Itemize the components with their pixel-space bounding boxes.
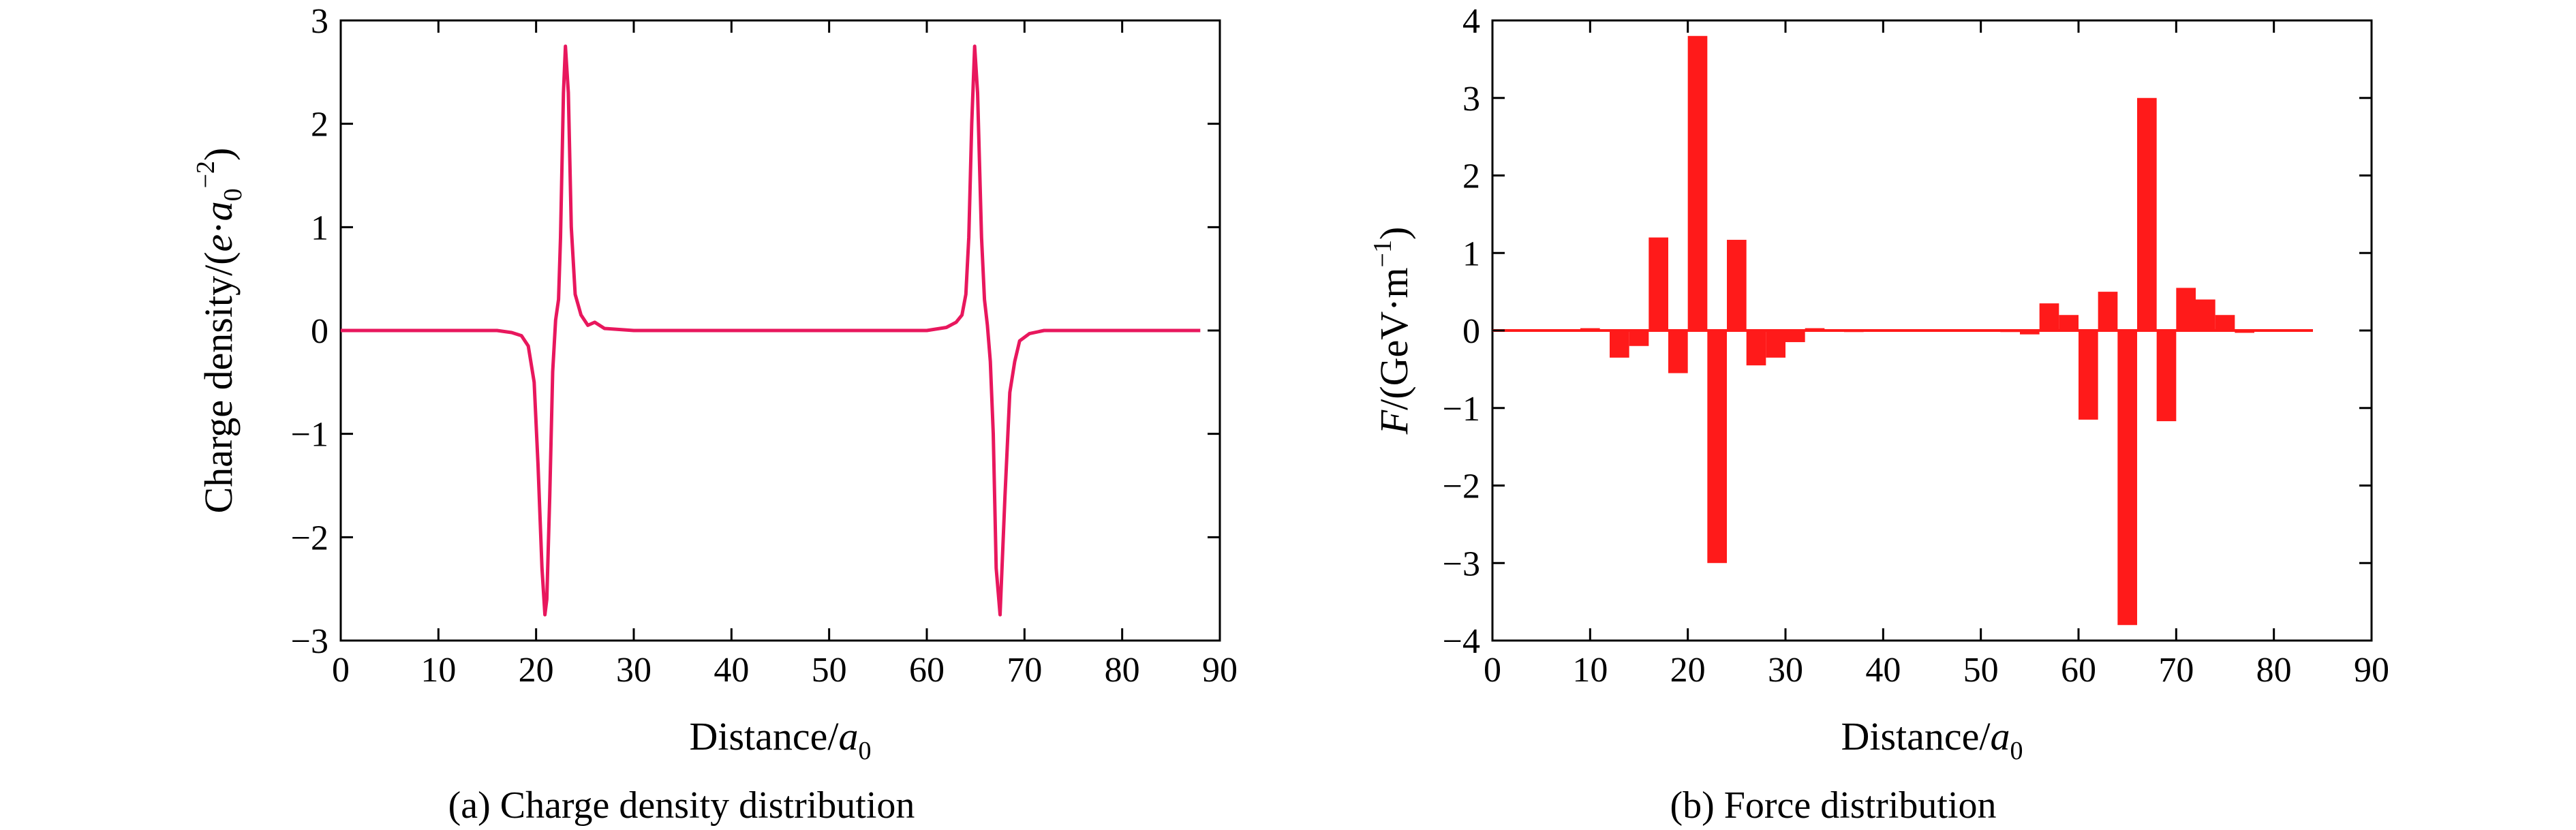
charge-density-chart: 0 10 20 30 40 50 60 70 80 90 −3 −2 −1 0 1 2 3 Distance/a… bbox=[191, 2, 1238, 827]
force-bar bbox=[1610, 331, 1629, 358]
force-bar bbox=[2215, 315, 2235, 331]
charge-density-xtick-label: 30 bbox=[616, 651, 651, 690]
charge-density-xtick-label: 70 bbox=[1007, 651, 1042, 690]
force-bar bbox=[1687, 35, 1708, 331]
force-xlabel: Distance/a0 bbox=[1841, 714, 2023, 765]
charge-density-ytick-label: 1 bbox=[311, 209, 328, 247]
force-bar bbox=[2059, 315, 2079, 331]
force-chart: 0 10 20 30 40 50 60 70 80 90 −4 −3 −2 −1 0 1 2 3 4 Distanc… bbox=[1368, 2, 2389, 827]
force-ylabel: F/(GeV·m−1) bbox=[1368, 227, 1416, 435]
force-xtick-label: 60 bbox=[2061, 651, 2096, 690]
charge-density-ytick-label: 2 bbox=[311, 106, 328, 144]
charge-density-xtick-label: 60 bbox=[909, 651, 945, 690]
force-bar bbox=[1629, 331, 1649, 346]
force-bar bbox=[1580, 328, 1600, 331]
force-bar bbox=[1785, 331, 1805, 343]
force-ytick-label: 1 bbox=[1462, 234, 1480, 273]
charge-density-line bbox=[341, 44, 1201, 617]
force-bar bbox=[1707, 331, 1727, 564]
force-bar bbox=[1844, 331, 1864, 333]
charge-density-ytick-label: −2 bbox=[291, 519, 328, 557]
force-bar bbox=[2020, 331, 2040, 335]
charge-density-xtick-label: 80 bbox=[1105, 651, 1140, 690]
force-bar bbox=[1727, 239, 1747, 331]
charge-density-ylabel: Charge density/(e·a0−2) bbox=[191, 148, 247, 514]
charge-density-ytick-label: −3 bbox=[291, 622, 328, 661]
force-ytick-label: −1 bbox=[1443, 390, 1480, 429]
charge-density-ytick-label: −1 bbox=[291, 416, 328, 455]
force-bar bbox=[2000, 331, 2020, 333]
charge-density-ytick-label: 0 bbox=[311, 312, 328, 351]
force-bar bbox=[2117, 331, 2137, 626]
force-ticks: 0 10 20 30 40 50 60 70 80 90 −4 −3 −2 −1 0 1 2 3 4 bbox=[1443, 2, 2389, 690]
force-xtick-label: 30 bbox=[1768, 651, 1803, 690]
force-ytick-label: 3 bbox=[1462, 80, 1480, 119]
force-bar bbox=[1746, 331, 1766, 366]
force-xtick-label: 90 bbox=[2354, 651, 2389, 690]
force-bar bbox=[1649, 237, 1668, 331]
force-ytick-label: −4 bbox=[1443, 622, 1480, 661]
force-xtick-label: 50 bbox=[1963, 651, 1999, 690]
force-ytick-label: −3 bbox=[1443, 544, 1480, 583]
force-bar bbox=[2235, 331, 2254, 333]
force-bar bbox=[2079, 331, 2098, 420]
charge-density-xlabel: Distance/a0 bbox=[689, 714, 871, 765]
force-caption: (b) Force distribution bbox=[1670, 784, 1996, 827]
charge-density-xtick-label: 50 bbox=[812, 651, 847, 690]
force-bars bbox=[1492, 35, 2313, 626]
force-xtick-label: 70 bbox=[2158, 651, 2194, 690]
force-xtick-label: 80 bbox=[2256, 651, 2292, 690]
force-bar bbox=[1668, 331, 1688, 373]
force-xtick-label: 40 bbox=[1865, 651, 1901, 690]
force-xtick-label: 10 bbox=[1572, 651, 1608, 690]
charge-density-ytick-label: 3 bbox=[311, 2, 328, 41]
charge-density-xtick-label: 20 bbox=[519, 651, 554, 690]
charge-density-xtick-label: 10 bbox=[420, 651, 456, 690]
force-bar bbox=[2137, 97, 2157, 331]
force-xtick-label: 20 bbox=[1670, 651, 1706, 690]
force-ytick-label: 0 bbox=[1462, 312, 1480, 351]
charge-density-xtick-label: 40 bbox=[714, 651, 749, 690]
force-bar bbox=[2196, 299, 2215, 331]
force-ytick-label: 4 bbox=[1462, 2, 1480, 41]
force-bar bbox=[2039, 303, 2059, 331]
charge-density-xtick-label: 0 bbox=[332, 651, 350, 690]
force-bar bbox=[2176, 288, 2196, 331]
charge-density-xtick-label: 90 bbox=[1202, 651, 1238, 690]
force-bar bbox=[1766, 331, 1785, 358]
force-ytick-label: −2 bbox=[1443, 467, 1480, 506]
force-xtick-label: 0 bbox=[1484, 651, 1501, 690]
force-bar bbox=[2098, 292, 2118, 331]
force-bar bbox=[1805, 328, 1825, 331]
force-ytick-label: 2 bbox=[1462, 157, 1480, 196]
charge-density-caption: (a) Charge density distribution bbox=[448, 784, 915, 827]
charge-density-series bbox=[341, 44, 1201, 617]
force-bar bbox=[2156, 331, 2177, 422]
charge-density-ticks: 0 10 20 30 40 50 60 70 80 90 −3 −2 −1 0 1 2 3 bbox=[291, 2, 1238, 690]
